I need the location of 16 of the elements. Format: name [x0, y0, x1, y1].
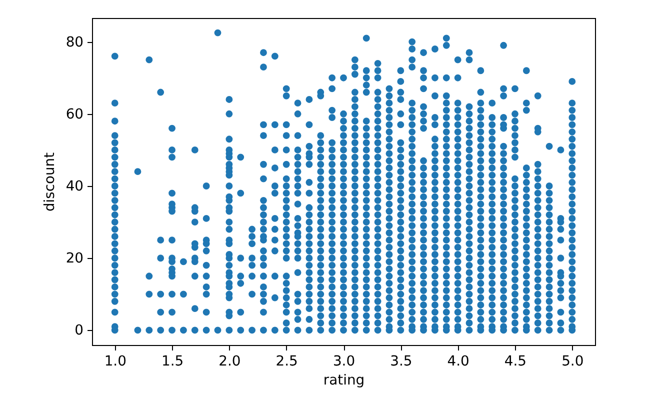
x-tick-label: 1.5: [161, 354, 184, 370]
x-tick-label: 3.5: [390, 354, 412, 370]
y-tick-label: 80: [66, 34, 84, 50]
y-axis-title: discount: [42, 152, 58, 212]
x-tick-label: 2.5: [276, 354, 298, 370]
x-axis-title: rating: [323, 372, 365, 388]
y-tick-label: 40: [66, 178, 84, 195]
x-tick-label: 4.0: [447, 354, 470, 370]
y-tick-label: 20: [66, 250, 84, 267]
x-tick-label: 1.0: [104, 354, 126, 370]
x-tick-label: 4.5: [504, 354, 527, 370]
x-tick-label: 2.0: [218, 354, 241, 370]
y-tick-label: 0: [74, 322, 84, 339]
x-tick-label: 3.0: [332, 354, 356, 370]
x-tick-label: 5.0: [562, 354, 584, 370]
y-tick-label: 60: [66, 106, 84, 122]
